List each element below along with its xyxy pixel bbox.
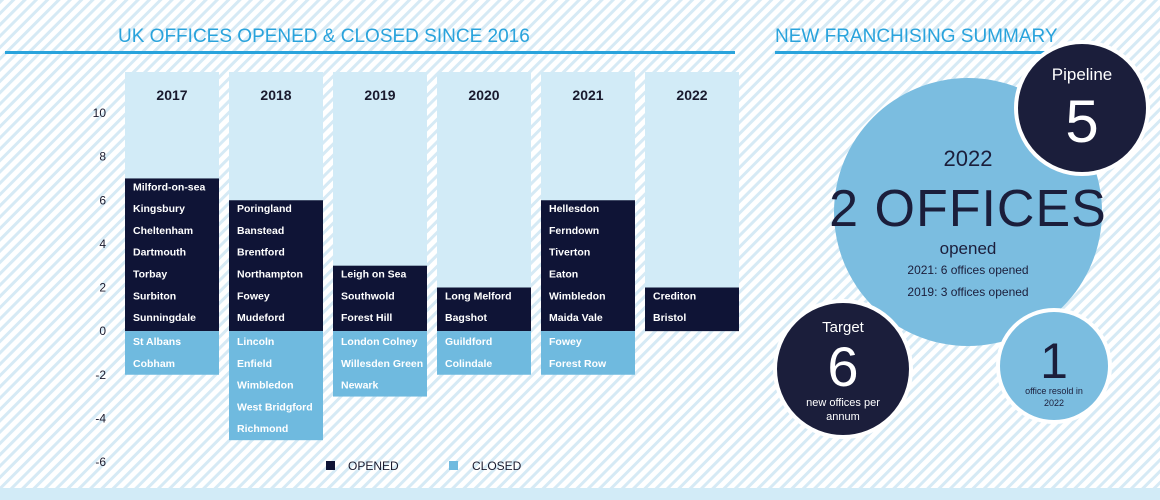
y-tick-label: -4: [95, 411, 106, 425]
year-header: 2021: [572, 87, 603, 103]
year-header: 2017: [156, 87, 187, 103]
y-tick-label: -2: [95, 368, 106, 382]
y-tick-label: 6: [99, 193, 106, 207]
opened-office-label: Fowey: [237, 290, 270, 302]
summary-title: NEW FRANCHISING SUMMARY: [775, 26, 1058, 47]
y-tick-label: 8: [99, 150, 106, 164]
opened-office-label: Long Melford: [445, 290, 512, 302]
opened-office-label: Hellesdon: [549, 203, 599, 215]
closed-office-label: London Colney: [341, 336, 418, 348]
y-tick-label: 2: [99, 281, 106, 295]
year-header: 2019: [364, 87, 395, 103]
year-header: 2020: [468, 87, 499, 103]
opened-office-label: Banstead: [237, 225, 284, 237]
opened-office-label: Dartmouth: [133, 247, 186, 259]
resold-circle: 1 office resold in 2022: [996, 308, 1112, 424]
closed-office-label: Enfield: [237, 358, 272, 370]
summary-panel: NEW FRANCHISING SUMMARY 2022 2 OFFICES o…: [773, 26, 1150, 439]
opened-office-label: Maida Vale: [549, 312, 603, 324]
closed-office-label: Cobham: [133, 358, 175, 370]
pipeline-label: Pipeline: [1052, 65, 1113, 84]
target-caption-line2: annum: [826, 411, 860, 423]
opened-office-label: Torbay: [133, 269, 167, 281]
opened-office-label: Milford-on-sea: [133, 181, 205, 193]
opened-bar: [125, 178, 219, 332]
opened-office-label: Cheltenham: [133, 225, 193, 237]
closed-bar: [333, 331, 427, 397]
closed-office-label: Richmond: [237, 423, 288, 435]
main-line-2019: 2019: 3 offices opened: [907, 285, 1028, 299]
legend-swatch-closed: [449, 461, 458, 470]
closed-office-label: Colindale: [445, 358, 492, 370]
closed-office-label: Willesden Green: [341, 358, 423, 370]
opened-office-label: Forest Hill: [341, 312, 392, 324]
y-tick-label: 4: [99, 237, 106, 251]
opened-office-label: Kingsbury: [133, 203, 185, 215]
y-tick-label: 10: [93, 106, 107, 120]
closed-office-label: Fowey: [549, 336, 582, 348]
closed-office-label: St Albans: [133, 336, 181, 348]
y-tick-label: -6: [95, 455, 106, 469]
target-label: Target: [822, 319, 865, 336]
opened-office-label: Mudeford: [237, 312, 285, 324]
closed-bar: [125, 331, 219, 375]
main-headline: 2 OFFICES: [829, 180, 1107, 238]
opened-office-label: Bristol: [653, 312, 686, 324]
resold-value: 1: [1040, 333, 1068, 389]
opened-office-label: Northampton: [237, 269, 303, 281]
opened-bar: [541, 200, 635, 332]
chart-title: UK OFFICES OPENED & CLOSED SINCE 2016: [118, 26, 530, 47]
resold-caption-line2: 2022: [1044, 398, 1064, 408]
closed-office-label: West Bridgford: [237, 401, 313, 413]
opened-bar: [229, 200, 323, 332]
resold-caption-line1: office resold in: [1025, 386, 1083, 396]
target-circle-shape: [773, 299, 913, 439]
main-subtitle: opened: [940, 239, 997, 258]
year-header: 2018: [260, 87, 291, 103]
opened-office-label: Wimbledon: [549, 290, 605, 302]
opened-bar: [645, 287, 739, 332]
closed-office-label: Wimbledon: [237, 380, 293, 392]
closed-office-label: Newark: [341, 380, 379, 392]
main-line-2021: 2021: 6 offices opened: [907, 263, 1028, 277]
target-value: 6: [827, 335, 858, 398]
opened-office-label: Southwold: [341, 290, 395, 302]
opened-office-label: Eaton: [549, 269, 578, 281]
bar-chart: 10 8 6 4 2 0 -2 -4 -6 2017 Milford-on-sea Kingsbury…: [93, 72, 739, 473]
closed-office-label: Forest Row: [549, 358, 607, 370]
closed-office-label: Guildford: [445, 336, 492, 348]
pipeline-circle: Pipeline 5: [1014, 40, 1150, 176]
chart-title-underline: [5, 51, 735, 54]
opened-office-label: Leigh on Sea: [341, 269, 407, 281]
pipeline-value: 5: [1065, 88, 1098, 155]
closed-bar: [229, 331, 323, 441]
opened-office-label: Surbiton: [133, 290, 176, 302]
opened-office-label: Sunningdale: [133, 312, 196, 324]
legend-label-closed: CLOSED: [472, 459, 522, 473]
opened-office-label: Poringland: [237, 203, 292, 215]
main-year: 2022: [944, 146, 993, 171]
opened-bar: [437, 287, 531, 332]
closed-bar: [541, 331, 635, 375]
closed-bar: [437, 331, 531, 375]
year-header: 2022: [676, 87, 707, 103]
opened-office-label: Brentford: [237, 247, 285, 259]
bottom-band: [0, 488, 1160, 500]
legend-label-opened: OPENED: [348, 459, 399, 473]
legend-swatch-opened: [326, 461, 335, 470]
resold-circle-shape: [996, 308, 1112, 424]
closed-office-label: Lincoln: [237, 336, 274, 348]
target-circle: Target 6 new offices per annum: [773, 299, 913, 439]
chart-panel: UK OFFICES OPENED & CLOSED SINCE 2016 10…: [5, 26, 739, 473]
opened-office-label: Bagshot: [445, 312, 488, 324]
opened-office-label: Tiverton: [549, 247, 590, 259]
opened-office-label: Crediton: [653, 290, 696, 302]
target-caption-line1: new offices per: [806, 397, 880, 409]
summary-title-underline: [775, 51, 1055, 54]
opened-office-label: Ferndown: [549, 225, 599, 237]
y-tick-label: 0: [99, 324, 106, 338]
opened-bar: [333, 265, 427, 332]
pipeline-circle-shape: [1014, 40, 1150, 176]
